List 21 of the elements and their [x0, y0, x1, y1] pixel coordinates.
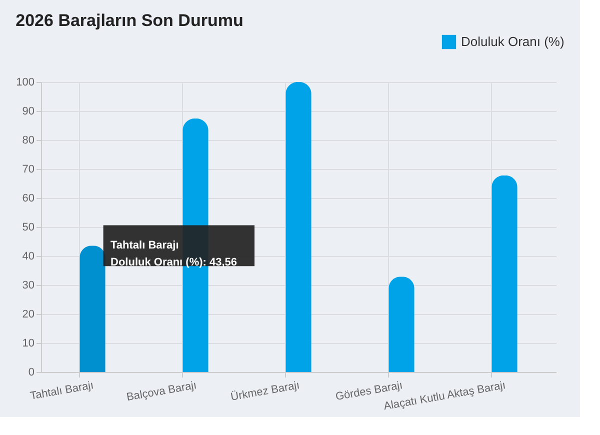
x-tick-label: Tahtalı Barajı — [29, 380, 95, 402]
y-tick-label: 60 — [22, 192, 34, 204]
legend-label: Doluluk Oranı (%) — [461, 34, 564, 49]
y-tick-label: 30 — [22, 280, 34, 292]
bar — [286, 82, 312, 372]
bar — [80, 246, 106, 372]
x-tick-label: Balçova Barajı — [126, 380, 198, 404]
bar — [388, 276, 414, 372]
y-tick-label: 50 — [22, 222, 34, 234]
chart-title: 2026 Barajların Son Durumu — [16, 11, 244, 30]
y-tick-label: 100 — [16, 76, 34, 88]
y-tick-label: 10 — [22, 338, 34, 350]
annotation: Tahtalı Barajı Doluluk Oranı (%): 43,56 — [110, 240, 238, 269]
y-tick-label: 40 — [22, 250, 34, 262]
y-tick-label: 90 — [22, 106, 34, 118]
x-tick-label: Ürkmez Barajı — [230, 378, 301, 404]
y-tick-label: 70 — [22, 164, 34, 176]
bar — [492, 175, 518, 372]
y-tick-label: 20 — [22, 308, 34, 320]
y-tick-label: 0 — [28, 366, 34, 378]
y-tick-label: 80 — [22, 134, 34, 146]
